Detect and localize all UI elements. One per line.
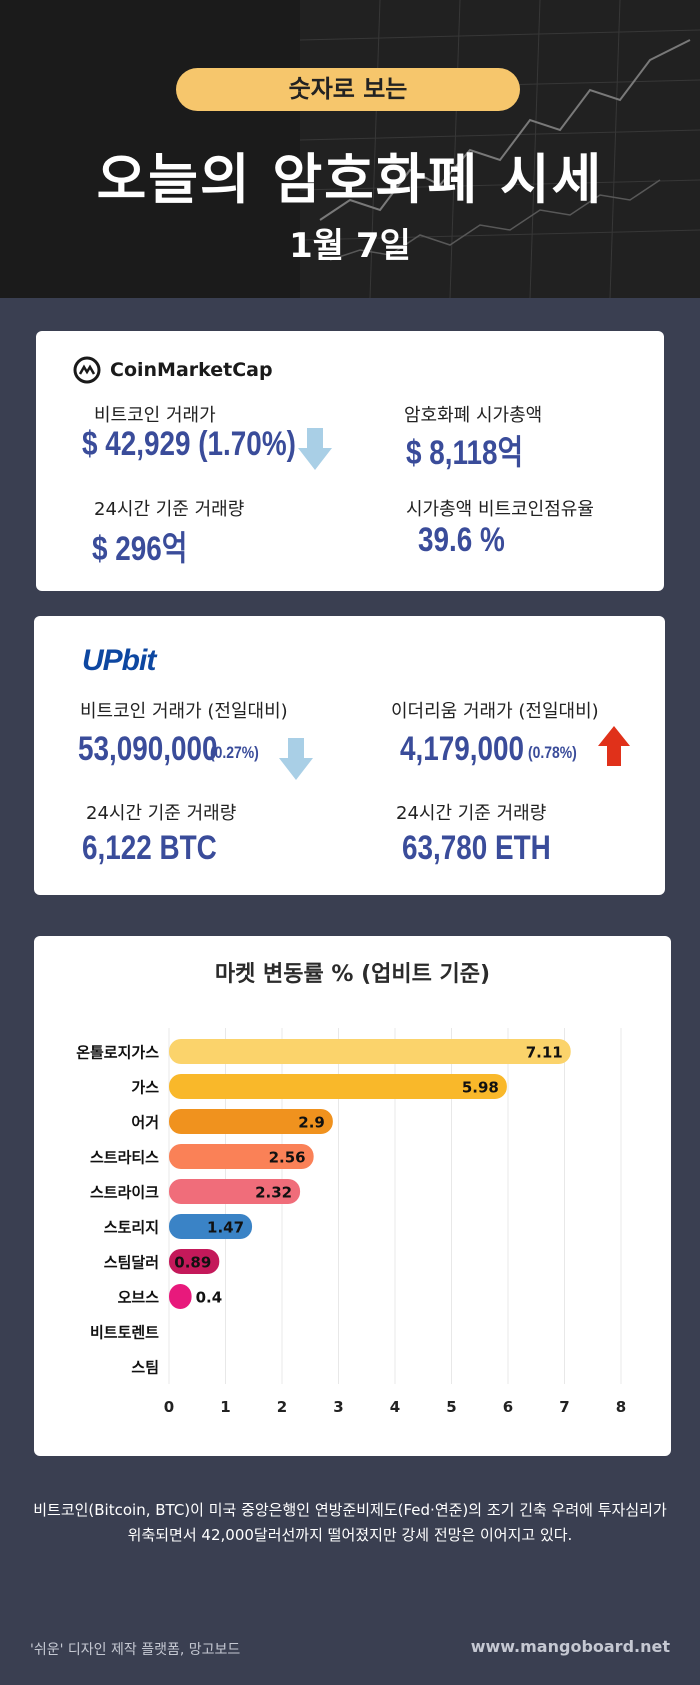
bar	[169, 1074, 507, 1099]
upbit-btc-volume-value: 6,122 BTC	[82, 829, 217, 867]
dominance-label: 시가총액 비트코인점유율	[406, 499, 594, 520]
bar-value-label: 2.32	[255, 1184, 292, 1202]
upbit-eth-price-value: 4,179,000	[400, 730, 525, 768]
subtitle-pill: 숫자로 보는	[176, 68, 520, 111]
coinmarketcap-card: CoinMarketCap 비트코인 거래가 $ 42,929 (1.70%) …	[36, 331, 664, 591]
upbit-btc-price-value: 53,090,000	[78, 730, 218, 768]
coinmarketcap-logo-text: CoinMarketCap	[110, 359, 273, 381]
category-label: 스토리지	[104, 1219, 159, 1237]
category-label: 오브스	[118, 1289, 160, 1307]
category-label: 스트라티스	[90, 1149, 159, 1167]
x-tick-label: 5	[446, 1398, 456, 1416]
category-label: 어거	[131, 1114, 159, 1132]
hero-banner: 숫자로 보는 오늘의 암호화폐 시세 1월 7일	[0, 0, 700, 298]
market-change-chart-card: 마켓 변동률 % (업비트 기준) 0 1 2 3 4 5 6 7 8 온톨로지가스 7.11 가스 5…	[34, 936, 671, 1456]
footer-credit: '쉬운' 디자인 제작 플랫폼, 망고보드	[30, 1642, 241, 1658]
bar-value-label: 0.89	[174, 1254, 211, 1272]
btc-price-value: $ 42,929 (1.70%)	[82, 425, 296, 463]
dominance-value: 39.6 %	[418, 521, 505, 559]
upbit-btc-volume-label: 24시간 기준 거래량	[86, 803, 237, 824]
news-note: 비트코인(Bitcoin, BTC)이 미국 중앙은행인 연방준비제도(Fed·…	[20, 1498, 680, 1548]
bar-value-label: 0.4	[196, 1289, 223, 1307]
volume-value: $ 296억	[92, 530, 188, 568]
upbit-card: UPbit 비트코인 거래가 (전일대비) 53,090,000 (0.27%)…	[34, 616, 665, 895]
stock-chart-background	[0, 0, 700, 298]
upbit-btc-change: (0.27%)	[210, 743, 259, 762]
market-cap-label: 암호화폐 시가총액	[404, 405, 543, 426]
x-tick-label: 0	[164, 1398, 174, 1416]
upbit-eth-volume-value: 63,780 ETH	[402, 829, 551, 867]
page-title: 오늘의 암호화폐 시세	[96, 148, 604, 211]
market-change-bar-chart: 0 1 2 3 4 5 6 7 8 온톨로지가스 7.11 가스 5.98 어거 2.9 스트라티스 2.56 스…	[76, 1028, 626, 1416]
bar	[169, 1284, 192, 1309]
up-arrow-icon	[598, 726, 630, 766]
bar	[169, 1109, 333, 1134]
category-label: 가스	[131, 1079, 159, 1097]
category-label: 스트라이크	[90, 1184, 159, 1202]
x-tick-label: 1	[220, 1398, 230, 1416]
bar	[169, 1144, 314, 1169]
category-label: 온톨로지가스	[76, 1044, 159, 1062]
news-note-line1: 비트코인(Bitcoin, BTC)이 미국 중앙은행인 연방준비제도(Fed·…	[33, 1501, 667, 1519]
x-tick-label: 2	[277, 1398, 287, 1416]
bar	[169, 1179, 301, 1204]
bar-value-label: 2.56	[269, 1149, 306, 1167]
x-tick-label: 8	[616, 1398, 626, 1416]
footer-site-link[interactable]: www.mangoboard.net	[470, 1637, 670, 1656]
upbit-btc-price-label: 비트코인 거래가 (전일대비)	[80, 701, 288, 722]
category-label: 스팀달러	[104, 1254, 159, 1272]
bar	[169, 1214, 253, 1239]
down-arrow-icon	[279, 738, 313, 780]
bar-value-label: 7.11	[526, 1044, 563, 1062]
page-date: 1월 7일	[289, 226, 411, 266]
news-note-line2: 위축되면서 42,000달러선까지 떨어졌지만 강세 전망은 이어지고 있다.	[127, 1526, 573, 1544]
coinmarketcap-icon	[73, 356, 101, 384]
upbit-logo: UPbit	[82, 644, 156, 677]
upbit-eth-price-label: 이더리움 거래가 (전일대비)	[391, 701, 599, 722]
bar-value-label: 1.47	[207, 1219, 244, 1237]
x-tick-label: 6	[503, 1398, 513, 1416]
x-tick-label: 3	[333, 1398, 343, 1416]
market-cap-value: $ 8,118억	[406, 434, 524, 472]
bar-value-label: 2.9	[298, 1114, 325, 1132]
category-label: 스팀	[131, 1359, 159, 1377]
category-label: 비트토렌트	[90, 1324, 159, 1342]
down-arrow-icon	[298, 428, 332, 470]
x-tick-label: 4	[390, 1398, 400, 1416]
upbit-eth-volume-label: 24시간 기준 거래량	[396, 803, 547, 824]
upbit-eth-change: (0.78%)	[528, 743, 577, 762]
bar	[169, 1039, 571, 1064]
coinmarketcap-logo: CoinMarketCap	[72, 355, 273, 385]
chart-title: 마켓 변동률 % (업비트 기준)	[214, 962, 491, 987]
btc-price-label: 비트코인 거래가	[94, 405, 216, 426]
bar	[169, 1249, 220, 1274]
volume-label: 24시간 기준 거래량	[94, 499, 245, 520]
x-tick-label: 7	[559, 1398, 569, 1416]
bar-value-label: 5.98	[462, 1079, 499, 1097]
